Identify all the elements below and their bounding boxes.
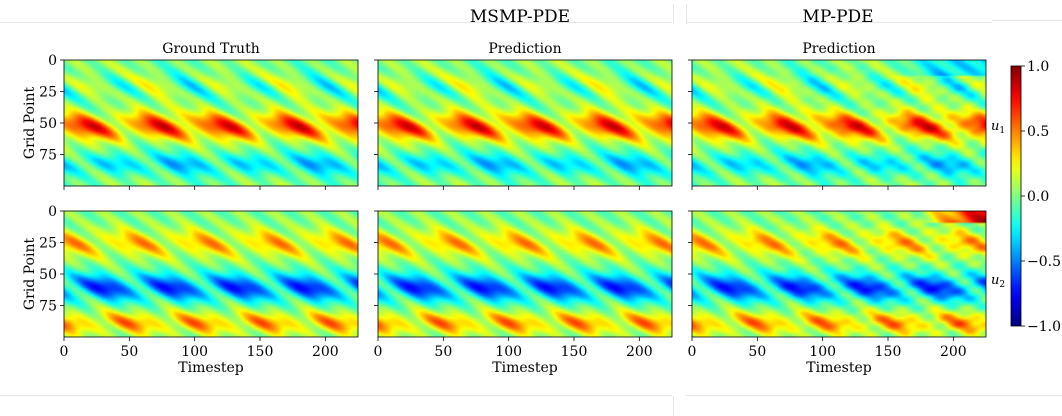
y-tick-label: 50 (39, 116, 57, 132)
separator-line (673, 4, 674, 24)
x-tick-label: 50 (120, 344, 138, 360)
heatmap-panel: 0 25 50 75 0 50 100 150 200 Timestep Grid Point (22, 204, 359, 376)
colorbar-bar (1010, 65, 1022, 327)
y-axis-label: Grid Point (22, 87, 38, 160)
x-tick-label: 0 (374, 344, 383, 360)
y-tick-label: 0 (48, 53, 57, 69)
x-tick-label: 0 (60, 344, 69, 360)
heatmap-panel: 0 50 100 150 200 Timestep (374, 210, 673, 376)
x-tick-label: 100 (181, 344, 208, 360)
x-tick-label: 50 (434, 344, 452, 360)
x-axis-label: Timestep (492, 360, 557, 376)
heatmap-image (64, 60, 358, 186)
heatmap-image (692, 211, 986, 337)
header-mp-pde: MP-PDE (802, 7, 873, 27)
separator-line (686, 22, 992, 23)
colorbar-tick-label: 0.5 (1027, 124, 1049, 140)
variable-label: u2 (991, 273, 1005, 290)
x-axis-label: Timestep (806, 360, 871, 376)
heatmap-image (378, 211, 672, 337)
variable-subscript: 1 (999, 126, 1005, 136)
heatmap-panel: Prediction (374, 41, 673, 190)
x-tick-label: 200 (940, 344, 967, 360)
x-tick-label: 50 (748, 344, 766, 360)
x-tick-label: 150 (875, 344, 902, 360)
heatmap-image (64, 211, 358, 337)
x-tick-label: 0 (688, 344, 697, 360)
x-tick-label: 150 (561, 344, 588, 360)
y-tick-label: 50 (39, 267, 57, 283)
colorbar-tick-label: 1.0 (1027, 59, 1049, 75)
variable-subscript: 2 (999, 280, 1005, 290)
panel-title: Ground Truth (162, 41, 259, 57)
y-tick-label: 75 (39, 299, 57, 315)
panel-title: Prediction (802, 41, 875, 57)
y-tick-label: 25 (39, 236, 57, 252)
colorbar-tick-label: −1.0 (1027, 319, 1061, 335)
y-tick-label: 75 (39, 148, 57, 164)
x-tick-label: 200 (626, 344, 653, 360)
x-axis-label: Timestep (178, 360, 243, 376)
heatmap-image (378, 60, 672, 186)
y-tick-label: 25 (39, 85, 57, 101)
separator-line (673, 396, 674, 416)
header-msmp-pde: MSMP-PDE (470, 7, 570, 27)
separator-line (992, 20, 1062, 21)
x-tick-label: 150 (247, 344, 274, 360)
separator-line (0, 395, 672, 396)
separator-line (686, 4, 687, 24)
heatmap-panels: 0 25 50 75 Ground Truth Grid Point Prediction P… (22, 41, 987, 376)
heatmap-image (692, 60, 986, 186)
x-tick-label: 200 (312, 344, 339, 360)
y-axis-label: Grid Point (22, 238, 38, 311)
colorbar-tick-label: −0.5 (1027, 254, 1061, 270)
variable-label: u1 (991, 119, 1005, 136)
x-tick-label: 100 (495, 344, 522, 360)
separator-line (0, 22, 672, 23)
colorbar-tick-label: 0.0 (1027, 189, 1049, 205)
colorbar: 1.0 0.5 0.0 −0.5 −1.0 u1 u2 (991, 59, 1061, 335)
heatmap-panel: 0 50 100 150 200 Timestep (688, 210, 987, 376)
y-tick-label: 0 (48, 204, 57, 220)
heatmap-panel: Prediction (688, 41, 987, 190)
panel-title: Prediction (488, 41, 561, 57)
x-tick-label: 100 (809, 344, 836, 360)
heatmap-panel: 0 25 50 75 Ground Truth Grid Point (22, 41, 359, 190)
separator-line (686, 395, 1062, 396)
